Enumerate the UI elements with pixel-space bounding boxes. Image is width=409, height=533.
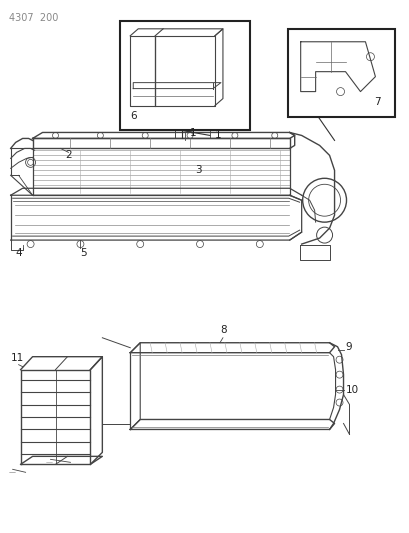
Text: 2: 2 bbox=[65, 150, 72, 160]
Text: 5: 5 bbox=[80, 248, 87, 258]
Text: 3: 3 bbox=[195, 165, 201, 175]
Bar bbox=[287, 29, 394, 117]
Text: 6: 6 bbox=[130, 110, 137, 120]
Text: —: — bbox=[45, 459, 52, 465]
Text: 7: 7 bbox=[373, 96, 380, 107]
Text: 9: 9 bbox=[345, 342, 351, 352]
Bar bbox=[120, 21, 249, 131]
Text: 8: 8 bbox=[219, 325, 226, 335]
Text: 4: 4 bbox=[16, 248, 22, 258]
Text: 1: 1 bbox=[214, 131, 221, 140]
Text: 11: 11 bbox=[11, 353, 24, 362]
Text: 1: 1 bbox=[190, 128, 196, 139]
Text: 4307  200: 4307 200 bbox=[9, 13, 58, 23]
Text: 10: 10 bbox=[345, 385, 358, 394]
Text: —: — bbox=[9, 469, 16, 475]
